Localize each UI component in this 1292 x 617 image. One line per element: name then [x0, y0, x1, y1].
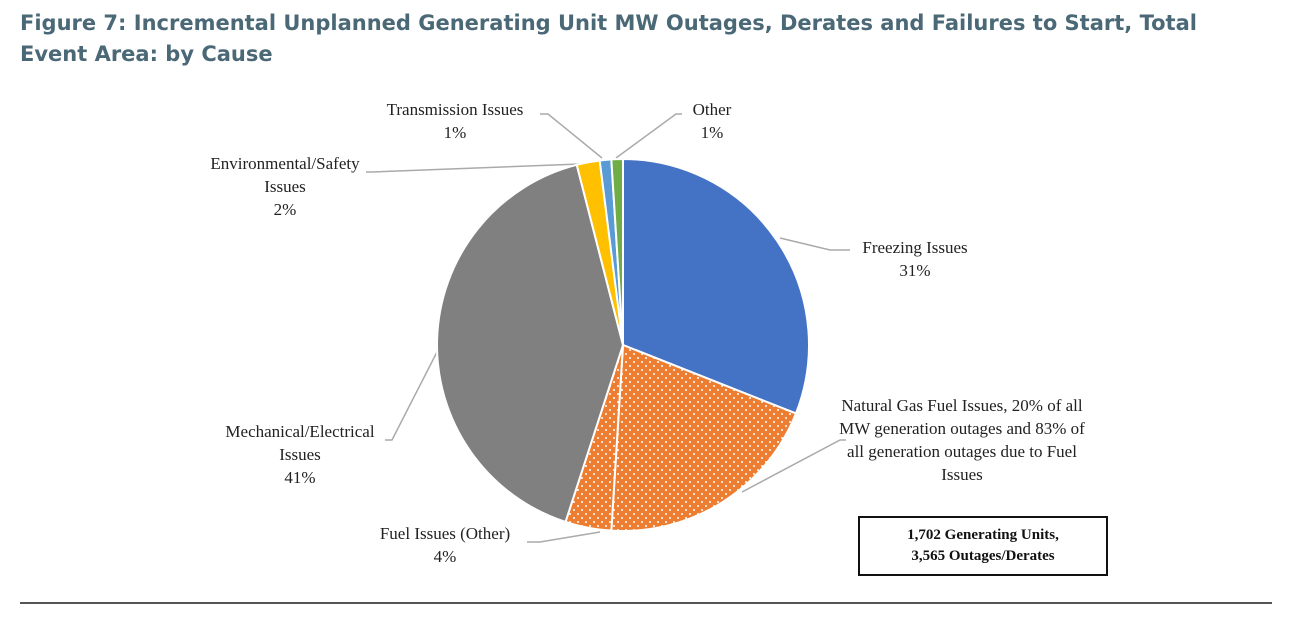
- value-label: 4%: [433, 547, 457, 566]
- leader-lines: [366, 113, 850, 543]
- slice-label: Natural Gas Fuel Issues, 20% of all MW g…: [832, 394, 1092, 486]
- slice-label: Fuel Issues (Other) 4%: [345, 522, 545, 568]
- value-label: 31%: [899, 261, 931, 280]
- pie-slice: [436, 163, 625, 524]
- value-label: 1%: [443, 123, 467, 142]
- slice-label: Transmission Issues 1%: [365, 98, 545, 144]
- leader-line: [779, 237, 850, 251]
- annotation-line: 3,565 Outages/Derates: [911, 548, 1055, 564]
- leader-line: [385, 349, 439, 441]
- annotation-line: 1,702 Generating Units,: [907, 527, 1059, 543]
- pie-slice: [622, 157, 810, 415]
- leader-line: [540, 113, 603, 159]
- category-label: Mechanical/Electrical Issues: [225, 422, 375, 464]
- pie-slice: [610, 343, 798, 532]
- category-label: Other: [692, 100, 732, 119]
- category-label: Freezing Issues: [862, 238, 968, 257]
- category-label: Natural Gas Fuel Issues, 20% of all MW g…: [839, 396, 1085, 484]
- leader-line: [741, 439, 846, 493]
- leader-line: [527, 531, 601, 543]
- value-label: 2%: [273, 200, 297, 219]
- value-label: 1%: [700, 123, 724, 142]
- leader-line: [366, 163, 581, 173]
- category-label: Environmental/Safety Issues: [210, 154, 360, 196]
- divider: [20, 602, 1272, 604]
- leader-line: [615, 113, 682, 159]
- slice-label: Mechanical/Electrical Issues 41%: [205, 420, 395, 489]
- slice-label: Environmental/Safety Issues 2%: [190, 152, 380, 221]
- value-label: 41%: [284, 468, 316, 487]
- slice-label: Freezing Issues 31%: [835, 236, 995, 282]
- chart-title: Figure 7: Incremental Unplanned Generati…: [20, 11, 1197, 66]
- category-label: Fuel Issues (Other): [379, 524, 511, 543]
- category-label: Transmission Issues: [386, 100, 524, 119]
- pie-slice: [610, 157, 624, 346]
- annotation-box: 1,702 Generating Units, 3,565 Outages/De…: [858, 516, 1108, 576]
- slice-label: Other 1%: [672, 98, 752, 144]
- pie: [436, 157, 810, 532]
